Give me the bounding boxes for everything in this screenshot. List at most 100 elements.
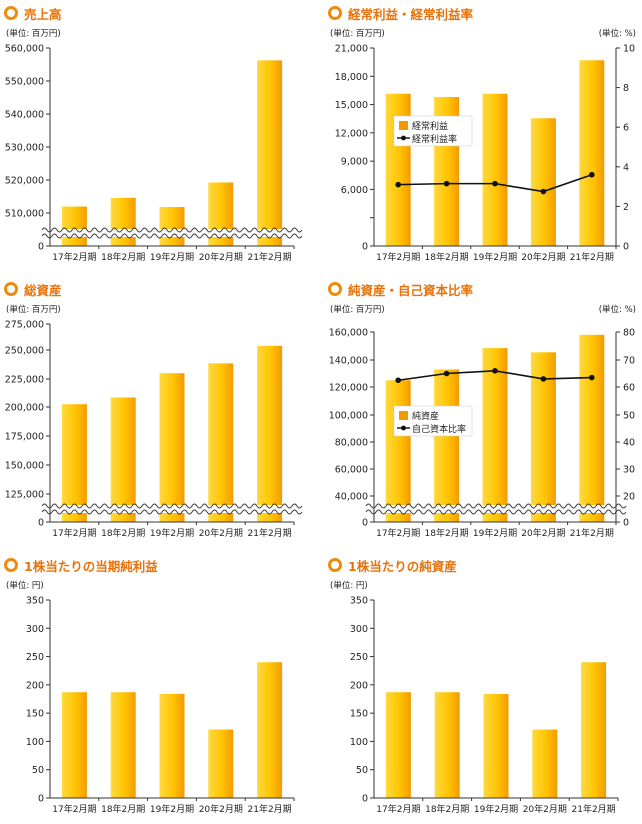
left-unit-label: (単位: 百万円) xyxy=(6,304,61,315)
x-tick-label: 17年2月期 xyxy=(52,251,96,263)
x-tick-label: 17年2月期 xyxy=(52,527,96,539)
y-tick-label: 160,000 xyxy=(329,328,368,339)
left-unit-label: (単位: 百万円) xyxy=(330,28,385,39)
y-tick-label: 0 xyxy=(362,794,368,805)
sales-chart: (単位: 百万円) 0 510,000 520,000 530,000 540,000 55… xyxy=(5,28,303,263)
x-tick-label: 21年2月期 xyxy=(248,803,292,815)
total-assets-chart: (単位: 百万円) 0 125,000 150,000 175,000 200,000 22… xyxy=(5,304,303,539)
chart-panel-net-assets: 純資産・自己資本比率 (単位: 百万円) (単位: %) 0 40,000 60,000… xyxy=(324,276,642,548)
y-tick-label: 0 xyxy=(362,518,368,529)
chart-panel-total-assets: 総資産 (単位: 百万円) 0 125,000 150,000 175,000 200,0… xyxy=(0,276,318,548)
chart-panel-ordinary-income: 経常利益・経常利益率 (単位: 百万円) (単位: %) 0 6,000 9,000 12… xyxy=(324,0,642,272)
x-tick-label: 21年2月期 xyxy=(248,251,292,263)
bar xyxy=(434,369,460,522)
ratio-point xyxy=(540,376,547,382)
y-tick-label: 530,000 xyxy=(5,143,44,154)
bar xyxy=(385,692,411,798)
y-tick-label: 520,000 xyxy=(5,176,44,187)
chart-title-text: 1株当たりの純資産 xyxy=(348,558,457,574)
x-tick-label: 17年2月期 xyxy=(52,803,96,815)
left-unit-label: (単位: 百万円) xyxy=(330,304,385,315)
legend-line-marker xyxy=(401,135,406,141)
ratio-point xyxy=(540,188,547,195)
left-unit-label: (単位: 円) xyxy=(330,580,368,591)
bar xyxy=(257,662,283,798)
bar xyxy=(208,363,234,522)
y-tick-label: 200 xyxy=(350,680,368,691)
axis-break-band xyxy=(366,505,624,513)
chart-title-text: 総資産 xyxy=(24,282,62,298)
y-tick-label: 225,000 xyxy=(5,375,44,386)
x-tick-label: 19年2月期 xyxy=(150,527,194,539)
axis-break-line xyxy=(41,503,303,509)
legend-label-line: 経常利益率 xyxy=(412,133,457,145)
x-tick-label: 20年2月期 xyxy=(199,527,243,539)
x-tick-label: 18年2月期 xyxy=(425,803,469,815)
ratio-point xyxy=(395,377,401,384)
y-tick-label: 15,000 xyxy=(335,100,368,111)
y-tick-label: 21,000 xyxy=(335,44,368,55)
bar xyxy=(579,60,605,246)
y-tick-label: 200 xyxy=(26,680,44,691)
ordinary-income-chart: (単位: 百万円) (単位: %) 0 6,000 9,000 12,000 15,000 1… xyxy=(330,28,636,263)
bar xyxy=(482,93,508,246)
bar xyxy=(159,373,185,522)
y2-tick-label: 0 xyxy=(623,242,629,253)
legend-label-line: 自己資本比率 xyxy=(412,423,466,435)
x-tick-label: 18年2月期 xyxy=(101,803,145,815)
y-tick-label: 0 xyxy=(38,242,44,253)
axis-break-line xyxy=(365,503,627,509)
chart-title-text: 1株当たりの当期純利益 xyxy=(24,558,158,574)
bps-chart: (単位: 円) 0 50 100 150 200 250 300 350 17年2月期 18年2月期… xyxy=(330,580,619,815)
bar xyxy=(434,692,460,798)
chart-title-text: 純資産・自己資本比率 xyxy=(348,282,474,298)
bar xyxy=(530,118,556,246)
y-tick-label: 300 xyxy=(350,624,368,635)
y-tick-label: 250 xyxy=(26,652,44,663)
y2-tick-label: 8 xyxy=(623,83,629,94)
y-tick-label: 150 xyxy=(350,709,368,720)
ratio-point xyxy=(395,181,401,188)
y-tick-label: 80,000 xyxy=(335,438,368,449)
y2-tick-label: 6 xyxy=(623,123,629,134)
axis-break-line xyxy=(41,509,303,515)
y-tick-label: 350 xyxy=(350,596,368,607)
chart-title: 1株当たりの純資産 xyxy=(328,556,457,574)
bar xyxy=(61,206,87,246)
ring-bullet-icon xyxy=(4,558,18,572)
chart-title: 総資産 xyxy=(4,280,62,298)
y-tick-label: 175,000 xyxy=(5,432,44,443)
y-tick-label: 9,000 xyxy=(341,157,368,168)
y-tick-label: 510,000 xyxy=(5,209,44,220)
bar xyxy=(257,345,283,522)
bar xyxy=(208,729,234,798)
ratio-point xyxy=(589,374,595,381)
y-tick-label: 0 xyxy=(362,242,368,253)
bar xyxy=(159,207,185,246)
y2-tick-label: 0 xyxy=(623,518,629,529)
ring-bullet-icon xyxy=(328,6,342,20)
eps-chart: (単位: 円) 0 50 100 150 200 250 300 350 17年2月期 18年2月期… xyxy=(6,580,295,815)
y2-tick-label: 40 xyxy=(623,438,635,449)
ring-bullet-icon xyxy=(328,282,342,296)
x-tick-label: 20年2月期 xyxy=(521,251,565,263)
y2-tick-label: 4 xyxy=(623,162,629,173)
bar xyxy=(110,397,136,522)
x-tick-label: 19年2月期 xyxy=(473,251,517,263)
x-tick-label: 21年2月期 xyxy=(570,251,614,263)
y-tick-label: 350 xyxy=(26,596,44,607)
bar xyxy=(61,692,87,798)
x-tick-label: 18年2月期 xyxy=(425,251,469,263)
y2-tick-label: 80 xyxy=(623,328,635,339)
y-tick-label: 300 xyxy=(26,624,44,635)
x-tick-label: 19年2月期 xyxy=(474,803,518,815)
legend-bar-swatch xyxy=(399,411,408,420)
axis-break-band xyxy=(42,505,302,513)
ring-bullet-icon xyxy=(4,282,18,296)
legend-label-bar: 経常利益 xyxy=(412,120,448,132)
x-tick-label: 21年2月期 xyxy=(570,527,614,539)
x-tick-label: 17年2月期 xyxy=(376,251,420,263)
ring-bullet-icon xyxy=(4,6,18,20)
y-tick-label: 100 xyxy=(350,737,368,748)
chart-title-text: 経常利益・経常利益率 xyxy=(348,6,474,22)
